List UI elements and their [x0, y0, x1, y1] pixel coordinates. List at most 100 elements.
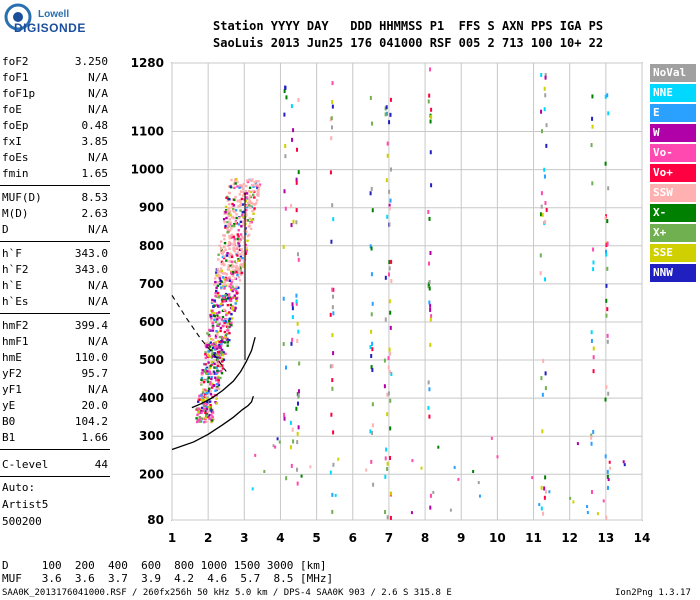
echo-point — [234, 266, 238, 269]
echo-point — [390, 278, 393, 283]
echo-point — [237, 223, 241, 226]
echo-point — [223, 212, 226, 215]
echo-point — [208, 406, 211, 409]
echo-point — [429, 150, 432, 155]
echo-point — [239, 252, 242, 256]
echo-point — [223, 245, 226, 249]
echo-point — [236, 200, 239, 203]
echo-point — [232, 198, 236, 202]
echo-point — [225, 196, 228, 200]
echo-point — [284, 144, 287, 149]
echo-point — [389, 455, 392, 460]
echo-point — [228, 297, 231, 301]
echo-point — [604, 161, 607, 166]
echo-point — [591, 94, 594, 99]
echo-point — [605, 298, 608, 303]
x-tick-label: 8 — [421, 531, 429, 545]
echo-point — [229, 303, 232, 307]
echo-point — [232, 265, 235, 268]
echo-point — [203, 395, 206, 399]
echo-point — [250, 218, 253, 222]
echo-point — [228, 210, 232, 213]
echo-point — [240, 185, 244, 189]
echo-point — [213, 283, 216, 286]
echo-point — [222, 319, 226, 323]
logo-name: DIGISONDE — [14, 21, 86, 35]
echo-point — [225, 318, 228, 321]
echo-point — [220, 271, 224, 274]
echo-point — [235, 285, 238, 288]
echo-point — [214, 348, 217, 351]
echo-point — [544, 489, 547, 494]
echo-point — [227, 320, 231, 323]
echo-point — [232, 288, 235, 291]
echo-point — [228, 311, 231, 314]
echo-point — [292, 219, 295, 224]
echo-point — [204, 410, 208, 413]
echo-point — [331, 509, 334, 514]
header-line-1: Station YYYY DAY DDD HHMMSS P1 FFS S AXN… — [213, 19, 604, 33]
echo-point — [234, 268, 238, 271]
echo-point — [334, 493, 337, 497]
echo-point — [247, 178, 251, 182]
echo-point — [208, 417, 211, 420]
echo-point — [209, 390, 213, 393]
echo-point — [226, 224, 230, 227]
x-tick-label: 13 — [597, 531, 614, 545]
echo-point — [387, 272, 390, 277]
echo-point — [542, 358, 545, 363]
echo-point — [232, 235, 235, 239]
echo-point — [592, 429, 595, 434]
echo-point — [332, 351, 335, 356]
echo-point — [427, 284, 430, 289]
echo-point — [290, 203, 293, 208]
echo-point — [216, 371, 219, 374]
echo-point — [228, 234, 231, 238]
echo-point — [590, 330, 593, 335]
echo-point — [210, 414, 213, 417]
echo-point — [284, 206, 287, 211]
echo-point — [254, 453, 257, 457]
echo-point — [240, 235, 243, 238]
echo-point — [428, 286, 431, 291]
echo-point — [206, 405, 209, 409]
echo-point — [544, 93, 547, 98]
echo-point — [215, 353, 218, 356]
echo-point — [332, 287, 335, 292]
echo-point — [255, 184, 258, 188]
echo-point — [213, 362, 216, 366]
echo-point — [544, 219, 547, 224]
echo-point — [369, 191, 372, 196]
echo-point — [245, 196, 248, 199]
echo-point — [224, 336, 227, 340]
echo-point — [371, 301, 374, 306]
echo-point — [201, 391, 205, 394]
echo-point — [230, 278, 234, 282]
echo-point — [289, 445, 292, 450]
echo-point — [365, 468, 368, 472]
echo-point — [223, 287, 226, 290]
echo-point — [371, 347, 374, 352]
echo-point — [211, 411, 215, 414]
echo-point — [225, 278, 228, 281]
echo-point — [218, 322, 221, 326]
echo-point — [295, 220, 298, 225]
echo-point — [242, 253, 245, 256]
echo-point — [542, 511, 545, 516]
echo-point — [224, 226, 227, 229]
echo-point — [234, 195, 237, 199]
echo-point — [220, 251, 223, 255]
echo-point — [226, 322, 229, 325]
echo-point — [428, 280, 431, 285]
echo-point — [371, 341, 374, 346]
param-row: yF2 95.7 — [2, 367, 108, 380]
echo-point — [205, 345, 208, 349]
echo-point — [244, 219, 248, 223]
echo-point — [388, 260, 391, 265]
echo-point — [209, 393, 213, 396]
echo-point — [252, 193, 255, 196]
echo-point — [429, 493, 432, 498]
echo-point — [478, 494, 481, 498]
echo-point — [200, 378, 203, 382]
echo-point — [233, 277, 237, 280]
